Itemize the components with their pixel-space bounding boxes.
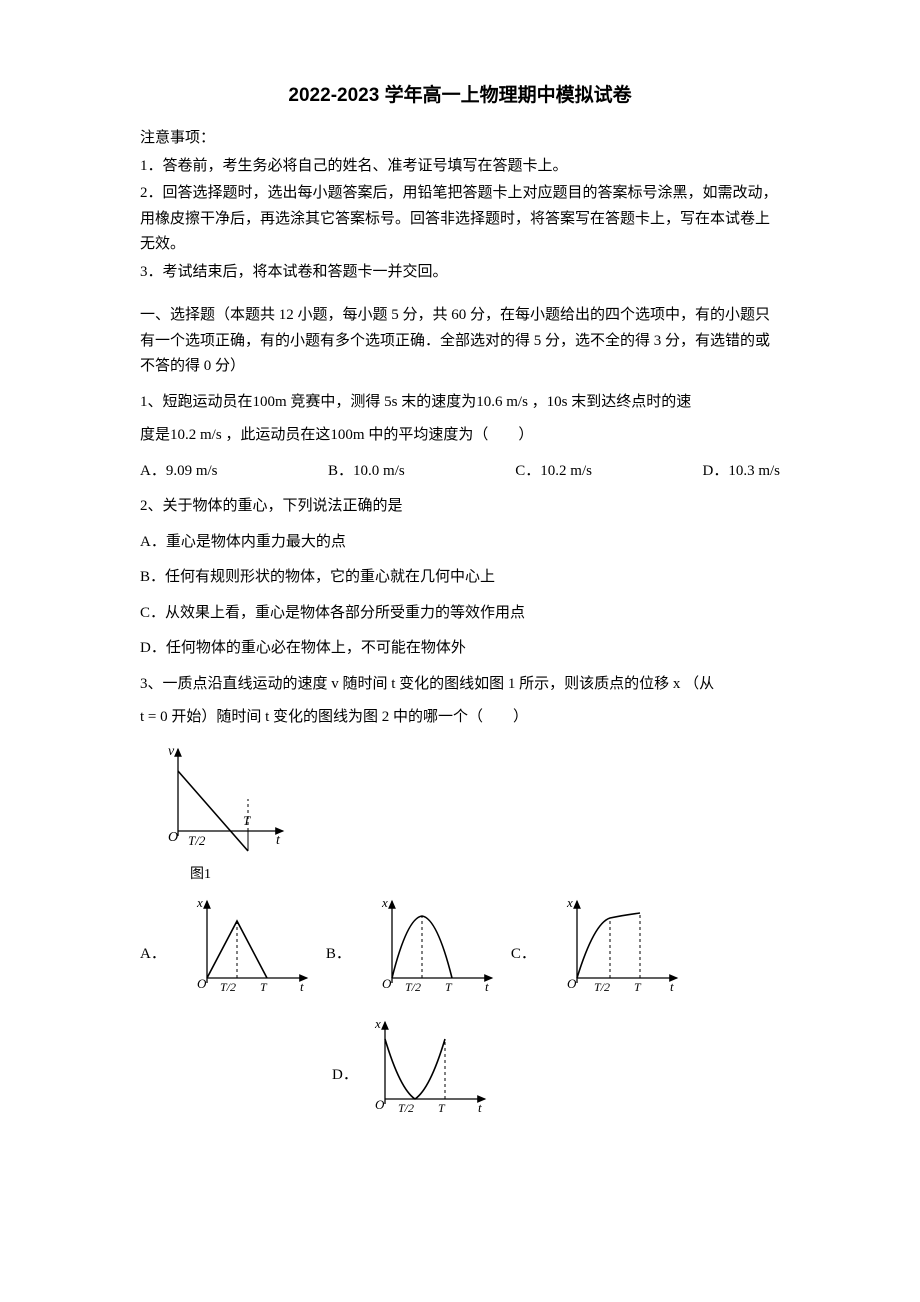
question-3: 3、一质点沿直线运动的速度 v 随时间 t 变化的图线如图 1 所示，则该质点的… [140,672,780,1119]
exam-title: 2022-2023 学年高一上物理期中模拟试卷 [140,80,780,112]
svg-text:T/2: T/2 [594,980,610,994]
svg-text:T: T [445,980,453,994]
q1-options: A．9.09 m/s B．10.0 m/s C．10.2 m/s D．10.3 … [140,459,780,485]
q3-label-d: D． [332,1063,358,1119]
svg-text:t: t [485,979,489,994]
svg-text:T: T [634,980,642,994]
svg-text:t: t [478,1100,482,1115]
svg-text:O: O [375,1097,385,1112]
svg-text:T/2: T/2 [398,1101,414,1115]
q1-line1: 1、短跑运动员在100m 竞赛中，测得 5s 末的速度为10.6 m/s ，10… [140,390,780,416]
svg-text:x: x [381,895,388,910]
tick-t: T [243,813,251,828]
q2-option-b: B．任何有规则形状的物体，它的重心就在几何中心上 [140,565,780,591]
q1-option-b: B．10.0 m/s [328,459,405,485]
instruction-2: 2．回答选择题时，选出每小题答案后，用铅笔把答题卡上对应题目的答案标号涂黑，如需… [140,181,780,258]
question-1: 1、短跑运动员在100m 竞赛中，测得 5s 末的速度为10.6 m/s ，10… [140,390,780,485]
q1-option-a: A．9.09 m/s [140,459,218,485]
svg-text:T/2: T/2 [220,980,236,994]
q3-graph-b: O t x T/2 T [367,893,497,998]
vt-graph: O t v T/2 T [148,741,288,861]
exam-page: 2022-2023 学年高一上物理期中模拟试卷 注意事项： 1．答卷前，考生务必… [0,0,920,1189]
q2-option-a: A．重心是物体内重力最大的点 [140,530,780,556]
tick-t-half: T/2 [188,833,206,848]
notice-label: 注意事项： [140,126,780,152]
section-1-heading: 一、选择题（本题共 12 小题，每小题 5 分，共 60 分，在每小题给出的四个… [140,303,780,380]
q1-option-c: C．10.2 m/s [515,459,592,485]
instruction-3: 3．考试结束后，将本试卷和答题卡一并交回。 [140,260,780,286]
svg-text:x: x [374,1016,381,1031]
q1-line2: 度是10.2 m/s ，此运动员在这100m 中的平均速度为（ ） [140,423,780,449]
q3-graph-a: O t x T/2 T [182,893,312,998]
figure-1-caption: 图1 [190,863,780,887]
q1-option-d: D．10.3 m/s [702,459,780,485]
svg-text:T/2: T/2 [405,980,421,994]
q2-option-d: D．任何物体的重心必在物体上，不可能在物体外 [140,636,780,662]
q3-figure-1: O t v T/2 T 图1 [148,741,780,887]
svg-text:T: T [260,980,268,994]
svg-text:x: x [566,895,573,910]
svg-text:x: x [196,895,203,910]
y-axis-label: v [168,744,175,759]
x-axis-label: t [276,833,281,848]
q3-options-row2: D． O t x T/2 T [332,1014,780,1119]
svg-text:O: O [382,976,392,991]
svg-text:t: t [670,979,674,994]
svg-text:t: t [300,979,304,994]
svg-text:T: T [438,1101,446,1115]
q2-stem: 2、关于物体的重心，下列说法正确的是 [140,494,780,520]
q3-graph-d: O t x T/2 T [360,1014,490,1119]
q3-label-c: C． [511,942,536,998]
q3-graph-c: O t x T/2 T [552,893,682,998]
origin-label: O [168,830,178,845]
svg-text:O: O [567,976,577,991]
q3-line1: 3、一质点沿直线运动的速度 v 随时间 t 变化的图线如图 1 所示，则该质点的… [140,672,780,698]
svg-text:O: O [197,976,207,991]
q3-label-a: A． [140,942,166,998]
q3-options-row1: A． O t x T/2 T B． [140,893,780,998]
instruction-1: 1．答卷前，考生务必将自己的姓名、准考证号填写在答题卡上。 [140,154,780,180]
q3-label-b: B． [326,942,351,998]
question-2: 2、关于物体的重心，下列说法正确的是 A．重心是物体内重力最大的点 B．任何有规… [140,494,780,662]
q2-option-c: C．从效果上看，重心是物体各部分所受重力的等效作用点 [140,601,780,627]
q3-line2: t = 0 开始）随时间 t 变化的图线为图 2 中的哪一个（ ） [140,705,780,731]
